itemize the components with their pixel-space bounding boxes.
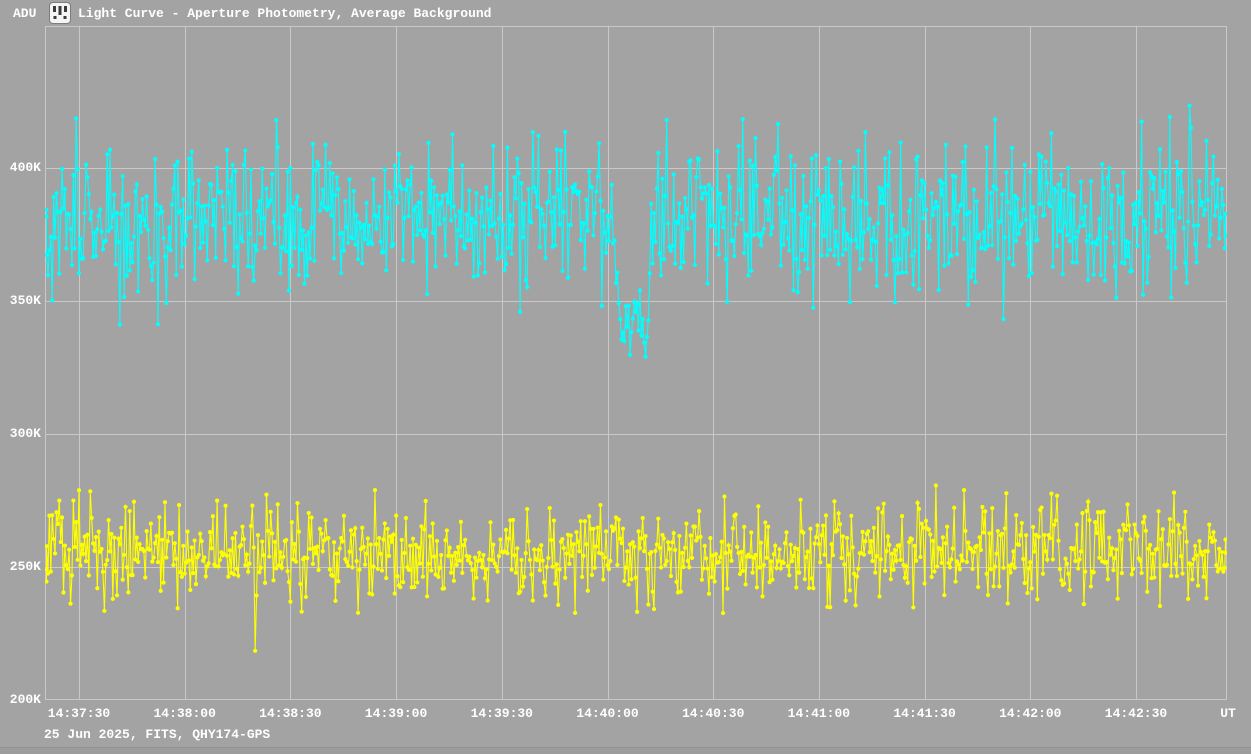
y-tick-400k: 400K — [9, 160, 41, 175]
y-tick-200k: 200K — [9, 692, 41, 707]
observation-info-footer: 25 Jun 2025, FITS, QHY174-GPS — [44, 727, 271, 742]
x-tick-6: 14:40:30 — [681, 706, 745, 721]
light-curve-plot-area[interactable] — [45, 26, 1227, 700]
x-tick-5: 14:40:00 — [576, 706, 639, 721]
x-tick-4: 14:39:30 — [470, 706, 533, 721]
x-tick-1: 14:38:00 — [153, 706, 216, 721]
window-bottom-edge — [0, 747, 1251, 754]
x-axis-unit-label: UT — [1220, 706, 1236, 721]
x-tick-7: 14:41:00 — [787, 706, 851, 721]
x-tick-10: 14:42:30 — [1104, 706, 1168, 721]
y-tick-250k: 250K — [9, 559, 41, 574]
y-axis-unit-label: ADU — [13, 6, 37, 21]
y-tick-350k: 350K — [9, 293, 41, 308]
tangra-app-icon — [49, 2, 71, 24]
x-tick-9: 14:42:00 — [999, 706, 1062, 721]
tangra-icon-glyph — [49, 2, 71, 24]
x-tick-0: 14:37:30 — [47, 706, 111, 721]
x-tick-3: 14:39:00 — [364, 706, 428, 721]
plot-title: Light Curve - Aperture Photometry, Avera… — [78, 6, 492, 21]
x-tick-2: 14:38:30 — [259, 706, 322, 721]
x-tick-8: 14:41:30 — [893, 706, 956, 721]
y-tick-300k: 300K — [9, 426, 41, 441]
